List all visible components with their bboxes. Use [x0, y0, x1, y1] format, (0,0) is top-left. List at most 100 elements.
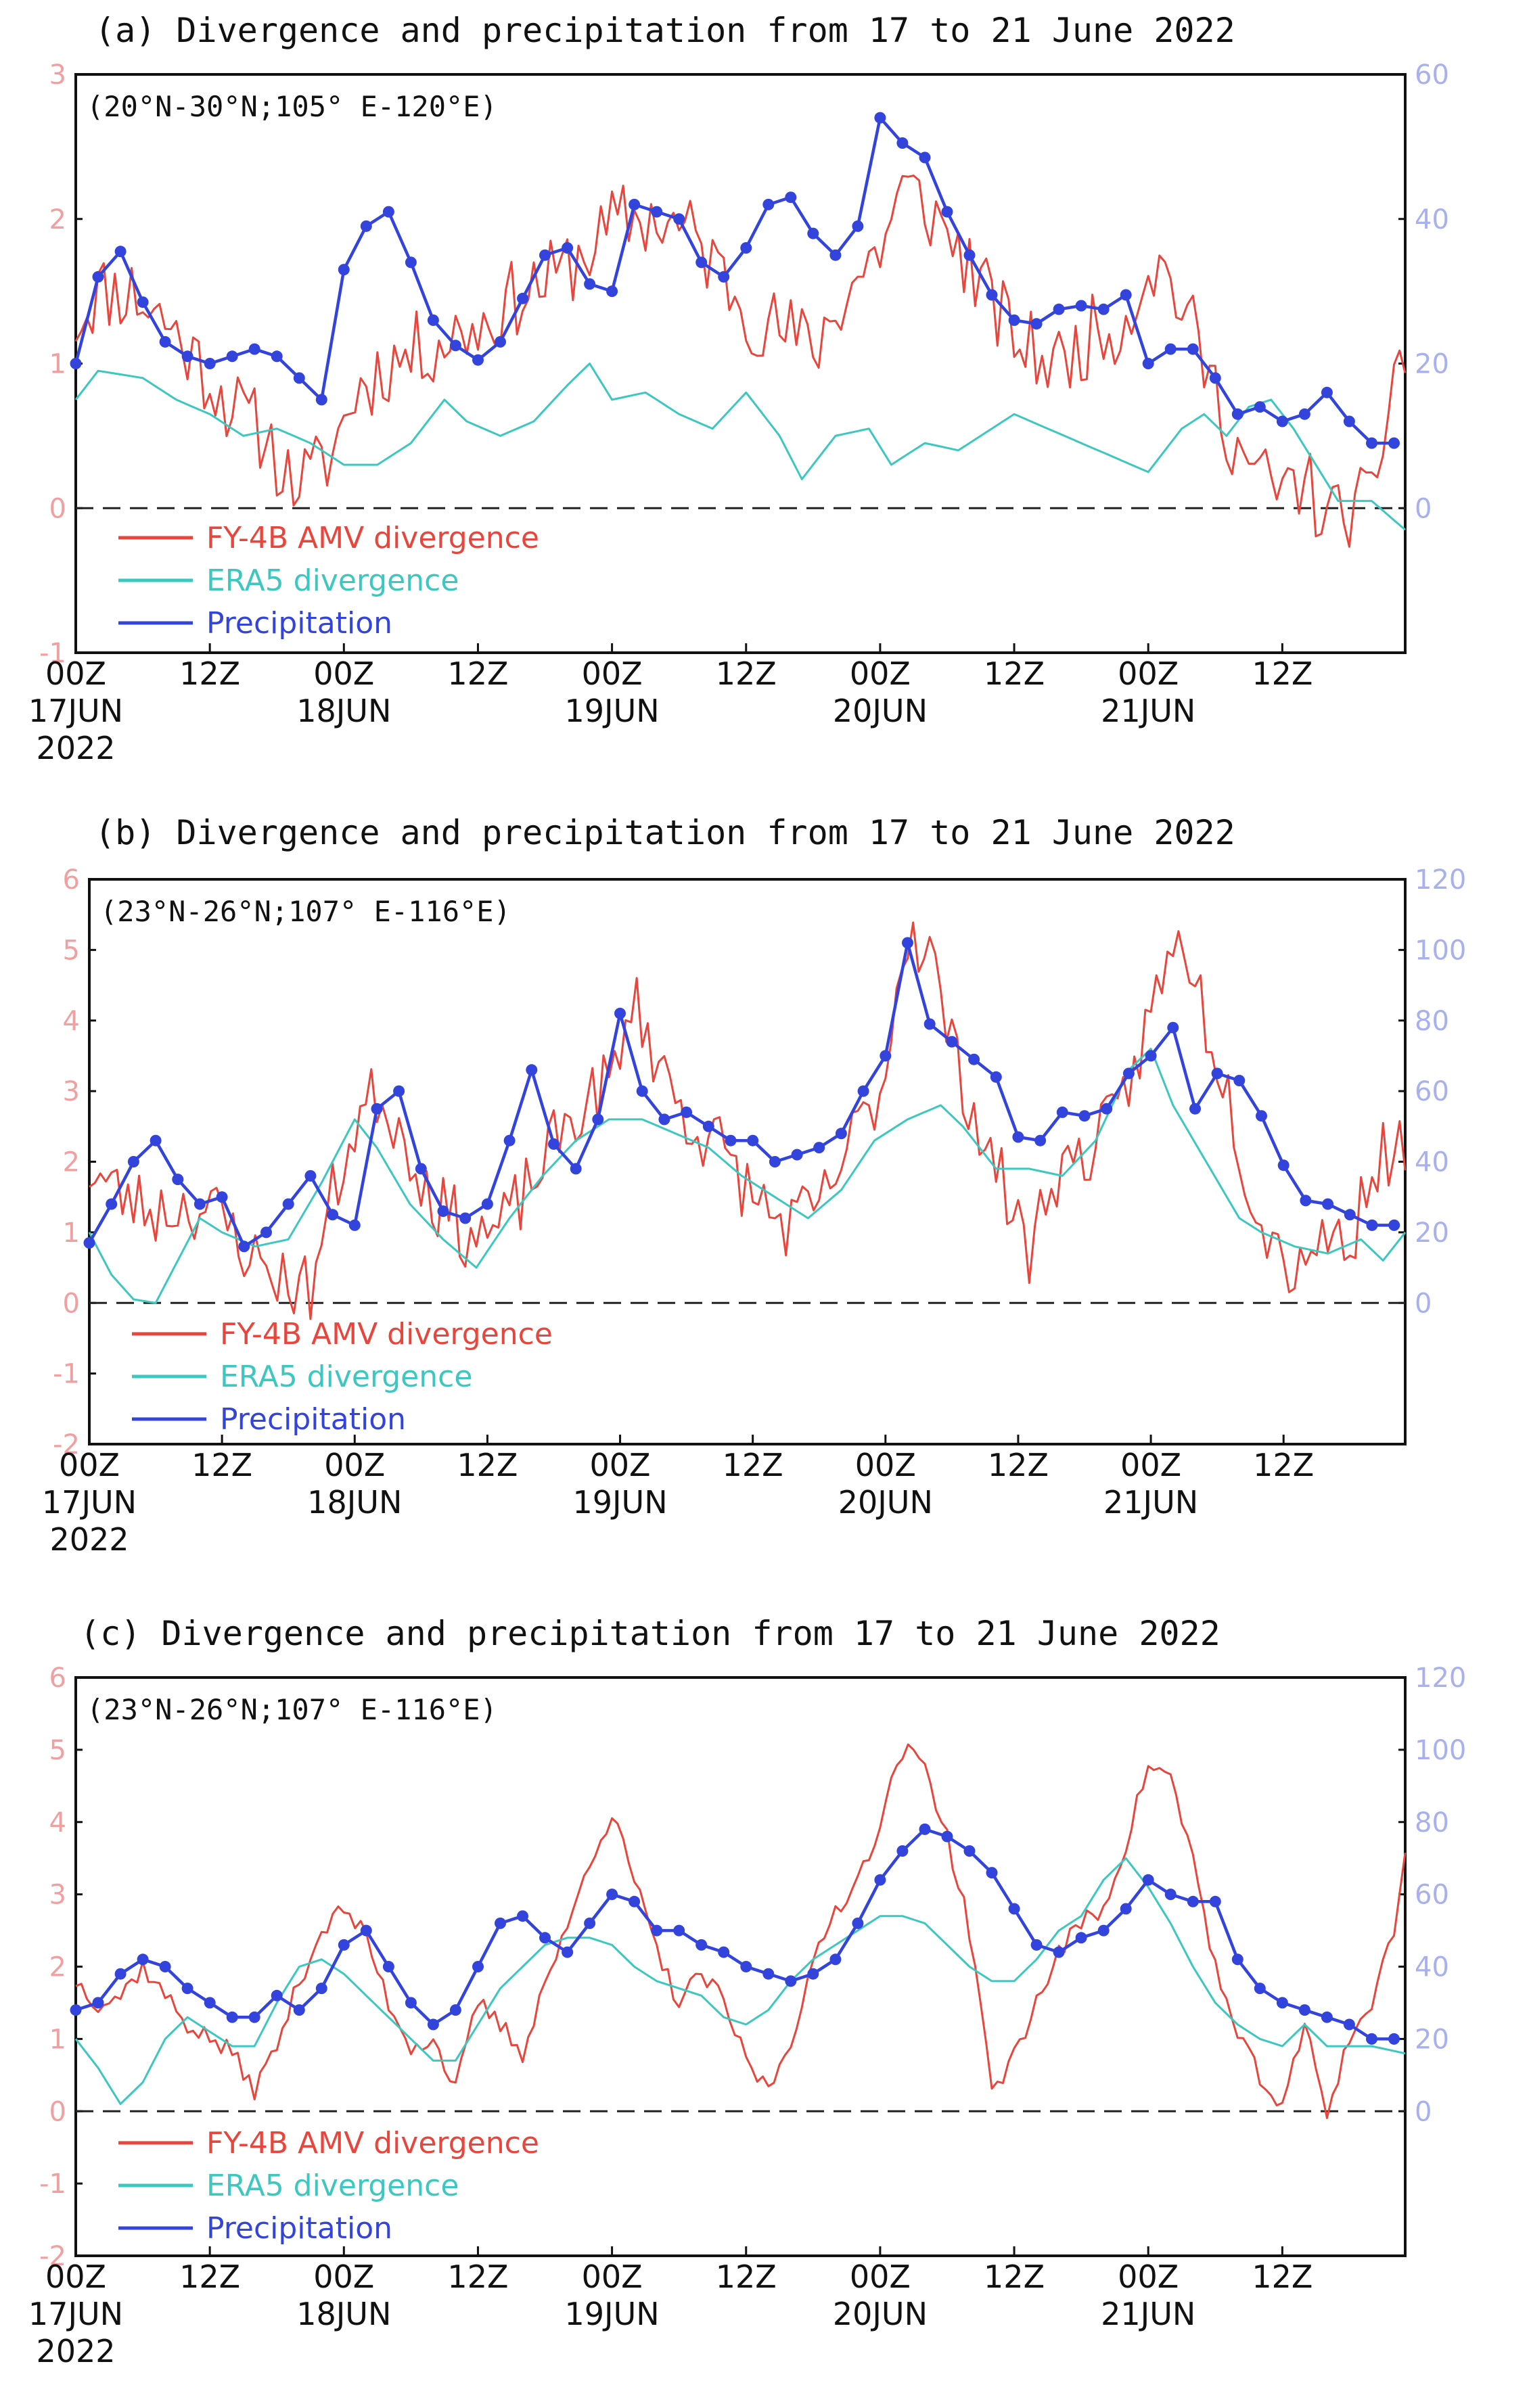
- precipitation-point: [437, 1205, 449, 1218]
- precipitation-point: [1164, 1889, 1177, 1901]
- x-tick-label: 12Z: [984, 655, 1045, 692]
- precipitation-point: [1343, 2018, 1355, 2031]
- x-tick-label: 18JUN: [307, 1484, 402, 1521]
- right-tick-label: 20: [1415, 2024, 1449, 2055]
- x-tick-label: 12Z: [716, 655, 777, 692]
- x-tick-label: 19JUN: [565, 2296, 660, 2332]
- precipitation-point: [946, 1036, 958, 1048]
- right-tick-label: 120: [1415, 1663, 1466, 1694]
- precipitation-point: [181, 1983, 193, 1995]
- precipitation-point: [226, 350, 238, 363]
- right-tick-label: 40: [1415, 204, 1449, 235]
- precipitation-point: [1209, 372, 1221, 384]
- panel-c-series: [70, 1743, 1407, 2119]
- precipitation-point: [193, 1198, 206, 1210]
- precipitation-point: [517, 1910, 528, 1922]
- precipitation-point: [293, 372, 305, 384]
- precipitation-point: [592, 1113, 604, 1126]
- precipitation-point: [896, 1845, 909, 1857]
- x-tick-label: 00Z: [45, 2259, 106, 2295]
- panel-b: (b) Divergence and precipitation from 17…: [42, 813, 1466, 1558]
- precipitation-point: [127, 1156, 139, 1167]
- precipitation-point: [584, 278, 596, 290]
- precipitation-point: [238, 1241, 250, 1253]
- x-tick-label: 00Z: [1118, 2259, 1179, 2295]
- precipitation-point: [1008, 314, 1020, 326]
- precipitation-point: [658, 1113, 670, 1126]
- left-tick-label: 6: [49, 1663, 66, 1694]
- left-tick-label: 3: [63, 1076, 80, 1107]
- precipitation-point: [1388, 2033, 1400, 2045]
- x-tick-label: 18JUN: [296, 693, 391, 729]
- precipitation-point: [1187, 343, 1199, 355]
- precipitation-point: [963, 1845, 976, 1857]
- precipitation-point: [481, 1198, 493, 1210]
- precipitation-point: [382, 1961, 394, 1972]
- precipitation-point: [1231, 1953, 1243, 1966]
- precipitation-point: [293, 2004, 305, 2016]
- x-tick-label: 12Z: [1253, 1447, 1314, 1483]
- x-tick-label: 00Z: [313, 655, 374, 692]
- precipitation-point: [902, 937, 913, 949]
- precipitation-point: [204, 358, 216, 369]
- x-tick-label: 12Z: [447, 2259, 508, 2295]
- precipitation-point: [315, 394, 327, 406]
- precipitation-point: [963, 249, 976, 261]
- left-tick-label: -1: [53, 1359, 80, 1390]
- right-tick-label: 100: [1415, 935, 1466, 966]
- x-tick-label: 2022: [36, 2333, 115, 2369]
- x-tick-label: 12Z: [447, 655, 508, 692]
- x-tick-label: 21JUN: [1101, 693, 1195, 729]
- left-tick-label: -2: [39, 2241, 66, 2272]
- x-tick-label: 12Z: [179, 655, 240, 692]
- precipitation-point: [1034, 1134, 1047, 1147]
- x-tick-label: 00Z: [313, 2259, 374, 2295]
- precipitation-point: [968, 1053, 980, 1065]
- precipitation-point: [718, 1946, 730, 1958]
- left-tick-label: 5: [49, 1735, 66, 1766]
- left-tick-label: 4: [49, 1807, 66, 1838]
- precipitation-point: [880, 1050, 892, 1062]
- precipitation-point: [986, 1867, 998, 1879]
- precipitation-point: [1075, 1932, 1087, 1944]
- precipitation-point: [393, 1085, 405, 1097]
- left-tick-label: -2: [53, 1429, 80, 1460]
- precipitation-point: [695, 256, 708, 269]
- precipitation-point: [829, 249, 842, 261]
- precipitation-point: [1322, 1198, 1334, 1210]
- left-tick-label: 1: [63, 1218, 80, 1249]
- panel-a: (a) Divergence and precipitation from 17…: [28, 11, 1449, 766]
- precipitation-point: [762, 1968, 775, 1980]
- era5-divergence-line: [74, 1857, 1406, 2106]
- fy4b-divergence-line: [89, 921, 1407, 1320]
- precipitation-point: [415, 1163, 427, 1175]
- precipitation-point: [1012, 1131, 1024, 1143]
- precipitation-point: [159, 335, 171, 348]
- x-tick-label: 00Z: [590, 1447, 651, 1483]
- panel-b-series: [83, 921, 1407, 1320]
- precipitation-point: [338, 1939, 350, 1951]
- precipitation-point: [1366, 1219, 1378, 1231]
- precipitation-point: [919, 152, 931, 164]
- precipitation-point: [304, 1170, 317, 1182]
- precipitation-point: [791, 1149, 803, 1161]
- precipitation-point: [526, 1064, 538, 1076]
- precipitation-point: [1388, 437, 1400, 449]
- right-tick-label: 20: [1415, 1218, 1449, 1249]
- legend-label-fy4b: FY-4B AMV divergence: [206, 2126, 539, 2160]
- legend-label-fy4b: FY-4B AMV divergence: [206, 521, 539, 555]
- fy4b-divergence-line: [75, 1743, 1407, 2119]
- precipitation-point: [1120, 289, 1132, 301]
- panel-a-series: [70, 112, 1407, 548]
- precipitation-point: [807, 227, 819, 239]
- precipitation-point: [1189, 1103, 1201, 1115]
- precipitation-point: [315, 1983, 327, 1995]
- precipitation-point: [83, 1237, 95, 1249]
- panel-c-legend: FY-4B AMV divergence ERA5 divergence Pre…: [118, 2126, 539, 2246]
- x-tick-label: 21JUN: [1103, 1484, 1198, 1521]
- precipitation-point: [204, 1997, 216, 2009]
- precipitation-point: [651, 206, 663, 218]
- precipitation-point: [1097, 1924, 1110, 1937]
